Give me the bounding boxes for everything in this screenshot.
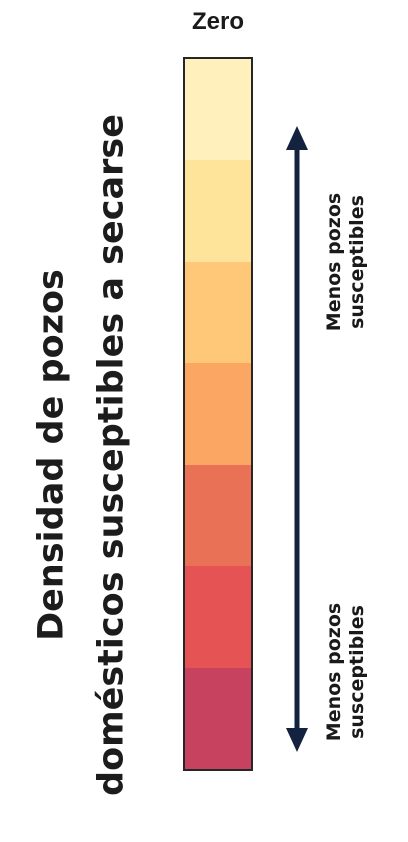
arrow-label-top: Menos pozos susceptibles [323,193,369,331]
title-line-2: domésticos susceptibles a secarse [91,114,132,796]
color-swatch-3 [185,261,251,364]
arrow-head-down [286,728,308,752]
arrow-label-top-line2: susceptibles [346,195,368,329]
color-swatch-6 [185,566,251,668]
color-swatch-7 [185,667,251,769]
color-swatch-1 [185,59,251,161]
arrow-label-bottom: Menos pozos susceptibles [323,603,369,741]
title-line-1: Densidad de pozos [31,269,72,641]
arrow-label-bottom-line1: Menos pozos [323,602,346,742]
arrow-label-top-line1: Menos pozos [323,192,346,332]
arrow-head-up [286,126,308,150]
color-scale-bar [183,57,253,771]
color-swatch-5 [185,464,251,567]
color-swatch-4 [185,363,251,465]
scale-top-label: Zero [191,8,245,35]
double-arrow-icon [286,126,308,752]
arrow-label-bottom-line2: susceptibles [346,605,368,739]
color-swatch-2 [185,160,251,262]
